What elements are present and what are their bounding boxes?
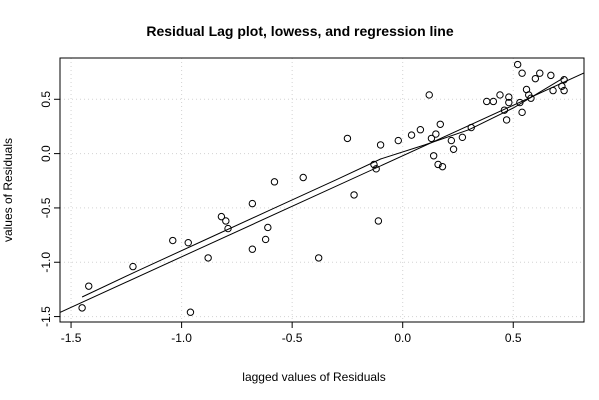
data-point <box>264 223 272 232</box>
data-point <box>248 199 257 208</box>
data-point <box>224 224 232 233</box>
data-point <box>505 93 513 101</box>
data-point <box>372 165 380 173</box>
data-point <box>270 178 279 186</box>
data-points <box>78 60 568 316</box>
data-point <box>489 97 498 106</box>
data-point <box>429 152 438 160</box>
data-point <box>547 71 555 80</box>
data-point <box>496 91 504 99</box>
data-point <box>299 173 307 182</box>
x-tick-label: -1.0 <box>171 331 192 345</box>
data-point <box>434 160 442 169</box>
data-point <box>204 254 212 262</box>
y-tick-label: -1.0 <box>39 252 53 273</box>
y-tick-label: -0.5 <box>39 197 53 218</box>
x-tick-label: -0.5 <box>282 331 303 345</box>
data-point <box>436 120 444 128</box>
x-tick-label: -1.5 <box>61 331 82 345</box>
data-point <box>370 160 378 169</box>
data-point <box>447 136 456 145</box>
data-point <box>427 134 436 143</box>
data-point <box>432 130 440 138</box>
data-point <box>536 69 544 77</box>
y-tick-label: 0.5 <box>39 91 53 108</box>
data-point <box>186 308 195 316</box>
data-point <box>394 136 402 145</box>
data-point <box>85 282 93 290</box>
chart-title: Residual Lag plot, lowess, and regressio… <box>146 23 454 39</box>
plot-frame <box>59 57 585 323</box>
x-tick-label: 0.0 <box>394 331 411 345</box>
data-point <box>222 217 230 225</box>
data-point <box>483 97 491 106</box>
data-point <box>374 217 383 225</box>
data-point <box>558 82 566 90</box>
data-point <box>518 108 526 117</box>
data-point <box>407 131 416 139</box>
data-point <box>560 86 568 95</box>
gridlines <box>60 58 584 322</box>
data-point <box>343 134 352 143</box>
data-point <box>248 245 257 253</box>
y-axis-title: values of Residuals <box>1 138 15 242</box>
data-point <box>458 133 467 142</box>
data-point <box>425 91 433 99</box>
data-point <box>416 126 425 134</box>
x-axis-title: lagged values of Residuals <box>242 370 385 384</box>
data-point <box>549 86 557 95</box>
y-tick-label: 0.0 <box>39 145 53 162</box>
data-point <box>560 76 568 84</box>
data-point <box>449 145 458 153</box>
data-point <box>502 116 511 124</box>
data-point <box>350 191 358 199</box>
x-tick-label: 0.5 <box>505 331 522 345</box>
data-point <box>169 236 177 245</box>
y-tick-label: -1.5 <box>39 306 53 327</box>
data-point <box>376 141 385 149</box>
data-point <box>505 98 513 107</box>
data-point <box>78 304 86 312</box>
regression-line <box>60 72 584 313</box>
data-point <box>438 162 447 171</box>
data-point <box>516 98 524 107</box>
lowess-curve <box>81 77 565 298</box>
data-point <box>500 106 509 114</box>
fit-lines <box>60 72 584 313</box>
data-point <box>184 238 192 247</box>
data-point <box>531 74 540 83</box>
data-point <box>314 254 323 262</box>
axes: -1.5 -1.0 -0.5 0.0 0.5 -1.5 -1.0 -0.5 0.0 0.5 <box>39 91 522 345</box>
data-point <box>129 262 137 271</box>
data-point <box>527 94 535 102</box>
data-point <box>217 212 226 221</box>
data-point <box>467 123 475 132</box>
data-point <box>518 69 526 77</box>
data-point <box>261 235 270 244</box>
data-point <box>513 60 522 69</box>
